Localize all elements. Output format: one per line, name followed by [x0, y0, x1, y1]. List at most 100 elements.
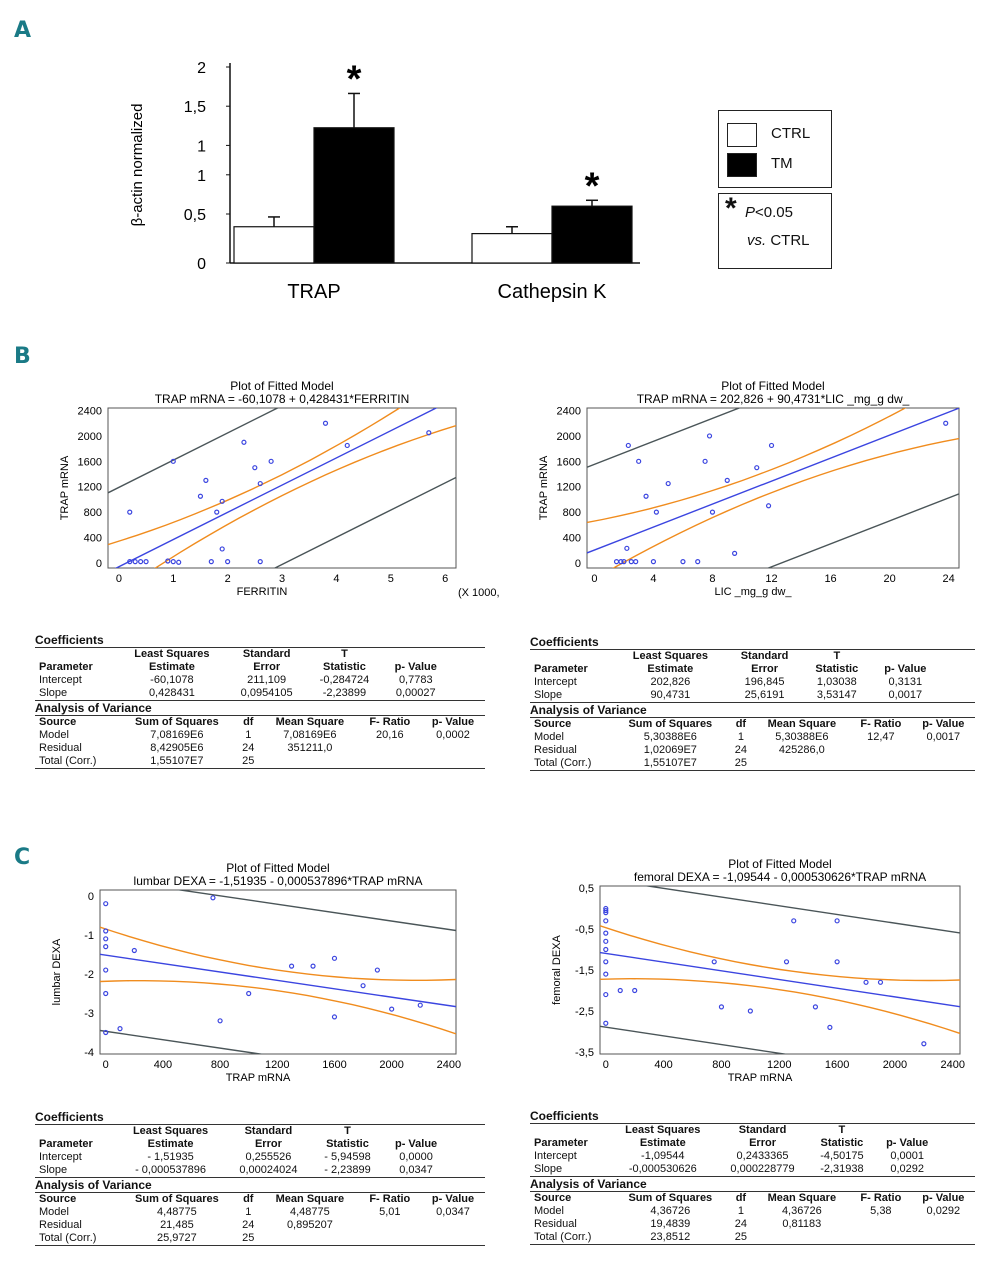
x-tick-label: 1200 [767, 1059, 791, 1071]
cell: 4,36726 [781, 1205, 822, 1217]
data-point [636, 458, 642, 464]
coef-header-1: Least Squares Standard T [530, 1124, 939, 1137]
cell: p- Value [886, 1137, 929, 1149]
cell: 0,81183 [782, 1218, 822, 1230]
cell: - 0,000537896 [135, 1164, 207, 1176]
cell: 21,485 [160, 1219, 194, 1231]
cell: 1 [737, 1205, 744, 1217]
cell: Mean Square [275, 716, 345, 728]
data-point [732, 550, 738, 556]
data-point [603, 907, 609, 914]
x-tick-label: 6 [442, 573, 448, 585]
coef-title: Coefficients [35, 633, 104, 647]
cell: 0,0017 [888, 689, 923, 701]
cell [35, 1125, 116, 1138]
cell: - 2,23899 [324, 1164, 371, 1176]
cell [754, 1231, 850, 1244]
data-point [138, 559, 144, 565]
y-tick-label: 0 [96, 558, 102, 570]
data-point [426, 430, 432, 436]
y-tick-label: 400 [563, 533, 581, 545]
cell: 1,02069E7 [643, 744, 697, 756]
cell: Error [253, 661, 281, 673]
data-point [131, 947, 137, 954]
y-tick-label: 1600 [78, 456, 102, 468]
prediction-limit-upper [175, 890, 456, 932]
anova-row: Total (Corr.) 1,55107E7 25 [530, 757, 975, 770]
cell: Source [39, 1193, 77, 1205]
cell: Model [39, 1206, 69, 1218]
cell: 1 [245, 1206, 252, 1218]
cell: Slope [534, 1163, 563, 1175]
data-point [765, 503, 772, 509]
anova-row: Model 4,36726 1 4,36726 5,38 0,0292 [530, 1205, 975, 1218]
data-point [613, 559, 620, 565]
cell: 0,00024024 [239, 1164, 298, 1176]
data-point [225, 559, 231, 565]
data-point [603, 930, 609, 936]
coef-row: Slope 0,428431 0,0954105 -2,23899 0,00027 [35, 687, 449, 700]
cell: T [341, 648, 348, 660]
legend-swatch-ctrl [727, 123, 757, 147]
cell [754, 757, 850, 770]
cell: 0,0292 [926, 1205, 961, 1217]
cell: Total (Corr.) [534, 1231, 592, 1243]
cell: 5,01 [379, 1206, 401, 1218]
data-point [214, 509, 220, 515]
cell: -2,31938 [820, 1163, 864, 1175]
y-tick-label: -3 [84, 1008, 94, 1020]
cell: Sum of Squares [628, 718, 713, 730]
data-point [219, 498, 225, 504]
y-axis-label: TRAP mRNA [538, 455, 550, 520]
data-point [695, 559, 701, 565]
prediction-limit-upper [643, 886, 960, 934]
cell: 1,03038 [816, 676, 857, 688]
y-tick-label: -2 [84, 969, 94, 981]
cell [421, 755, 485, 768]
y-tick-label: 0,5 [184, 207, 206, 224]
cell [912, 1231, 975, 1244]
category-label: Cathepsin K [498, 281, 608, 303]
cell: Standard [242, 648, 291, 660]
x-tick-label: 2 [225, 573, 231, 585]
note-p: P [745, 204, 756, 221]
data-point [812, 1004, 819, 1010]
cell [850, 1218, 912, 1231]
data-point [702, 458, 708, 464]
cell: Least Squares [134, 648, 210, 660]
y-tick-label: 2 [197, 60, 206, 77]
x-tick-label: 1200 [265, 1059, 289, 1071]
x-tick-label: 800 [712, 1059, 730, 1071]
data-point [680, 559, 686, 565]
cell: F- Ratio [860, 718, 902, 730]
cell: 0,0017 [926, 731, 961, 743]
x-tick-label: 12 [765, 573, 777, 585]
data-point [603, 959, 609, 965]
prediction-limit-lower [766, 493, 959, 568]
stats-table-c-left: Coefficients Least Squares Standard T Parame… [35, 1110, 485, 1246]
y-tick-label: -1,5 [575, 965, 594, 977]
coef-row: Slope -0,000530626 0,000228779 -2,31938 0,02… [530, 1163, 939, 1176]
cell: Least Squares [632, 650, 708, 662]
data-point [617, 987, 623, 994]
cell [871, 650, 939, 663]
cell: T [838, 1124, 846, 1136]
cell: Statistic [323, 661, 366, 673]
x-tick-label: 4 [333, 573, 339, 585]
data-point [344, 442, 350, 449]
y-tick-label: 0 [88, 891, 94, 903]
cell: 90,4731 [650, 689, 691, 701]
cell: 0,0001 [890, 1150, 924, 1162]
coef-table: Least Squares Standard T Parameter Estimate E… [530, 650, 939, 702]
data-point [252, 465, 258, 471]
prediction-limit-lower [273, 476, 456, 568]
data-point [360, 983, 366, 989]
y-tick-label: 400 [84, 533, 102, 545]
cell: 1 [737, 731, 744, 743]
cell: Estimate [647, 663, 694, 675]
x-tick-label: 16 [824, 573, 836, 585]
cell: Residual [39, 1219, 82, 1231]
anova-row: Model 5,30388E6 1 5,30388E6 12,47 0,0017 [530, 731, 975, 744]
anova-header: Source Sum of Squares df Mean Square F- Rati… [530, 1192, 975, 1205]
